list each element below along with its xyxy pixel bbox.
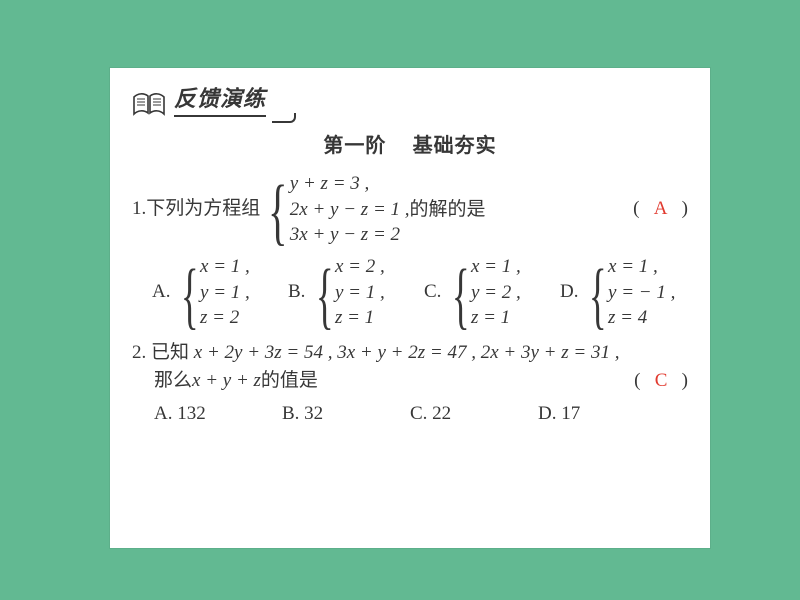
q2-line2a: 那么: [154, 367, 192, 396]
r2: y = 1 ,: [335, 280, 385, 306]
title-underline-tail: [272, 113, 296, 123]
paren-close: ): [682, 198, 688, 219]
q1-sys-tail: 的解的是: [410, 199, 486, 220]
choice-label: C.: [424, 278, 441, 307]
q1-sys-r1: y + z = 3 ,: [290, 171, 486, 197]
q2-line2-expr: x + y + z: [192, 367, 261, 396]
q1-choice-C: C. { x = 1 , y = 2 , z = 1: [424, 254, 560, 331]
left-brace-icon: {: [452, 259, 470, 333]
r2: y = − 1 ,: [608, 280, 675, 306]
q1-answer: A: [654, 198, 668, 219]
q1-choice-D: D. { x = 1 , y = − 1 , z = 4: [560, 254, 696, 331]
q2-line2: 那么 x + y + z 的值是 ( C ): [154, 367, 688, 396]
q2-choice-C: C. 22: [410, 400, 538, 429]
q2-line1a: 已知: [151, 342, 194, 363]
subtitle-left: 第一阶: [323, 135, 386, 157]
r1: x = 2 ,: [335, 254, 385, 280]
q2-line1: 2. 已知 x + 2y + 3z = 54 , 3x + y + 2z = 4…: [132, 339, 688, 368]
q2-line2b: 的值是: [261, 367, 318, 396]
paren-open: (: [633, 198, 639, 219]
q2-answer: C: [655, 370, 668, 391]
q2-answer-slot: ( C ): [634, 367, 688, 396]
q2-line1-expr: x + 2y + 3z = 54 , 3x + y + 2z = 47 , 2x…: [194, 342, 620, 363]
r2: y = 1 ,: [200, 280, 250, 306]
r3: z = 4: [608, 305, 675, 331]
left-brace-icon: {: [316, 259, 334, 333]
stage-subtitle: 第一阶 基础夯实: [132, 131, 688, 161]
q2-choices: A. 132 B. 32 C. 22 D. 17: [154, 400, 688, 429]
subtitle-right: 基础夯实: [413, 135, 497, 157]
q1-choice-A: A. { x = 1 , y = 1 , z = 2: [152, 254, 288, 331]
paren-close: ): [682, 370, 688, 391]
q1-choice-B: B. { x = 2 , y = 1 , z = 1: [288, 254, 424, 331]
question-1: 1. 下列为方程组 { y + z = 3 , 2x + y − z = 1 ,…: [132, 171, 688, 248]
q1-sys-r2: 2x + y − z = 1 ,: [290, 199, 410, 220]
left-brace-icon: {: [268, 175, 288, 252]
q1-choices: A. { x = 1 , y = 1 , z = 2 B. { x = 2 , …: [152, 254, 688, 331]
question-2: 2. 已知 x + 2y + 3z = 54 , 3x + y + 2z = 4…: [132, 339, 688, 429]
r3: z = 1: [335, 305, 385, 331]
r1: x = 1 ,: [608, 254, 675, 280]
r2: y = 2 ,: [471, 280, 521, 306]
q2-choice-B: B. 32: [282, 400, 410, 429]
q1-sys-r3: 3x + y − z = 2: [290, 222, 486, 248]
paren-open: (: [634, 370, 640, 391]
q2-label: 2.: [132, 342, 151, 363]
q2-choice-A: A. 132: [154, 400, 282, 429]
left-brace-icon: {: [181, 259, 199, 333]
r1: x = 1 ,: [200, 254, 250, 280]
choice-label: A.: [152, 278, 170, 307]
r3: z = 1: [471, 305, 521, 331]
choice-label: B.: [288, 278, 305, 307]
section-title: 反馈演练: [174, 82, 266, 117]
worksheet-card: 反馈演练 第一阶 基础夯实 1. 下列为方程组 { y + z = 3 , 2x…: [110, 68, 710, 548]
left-brace-icon: {: [589, 259, 607, 333]
choice-label: D.: [560, 278, 578, 307]
q1-lead: 下列为方程组: [146, 195, 260, 224]
open-book-icon: [132, 91, 166, 117]
q1-system: { y + z = 3 , 2x + y − z = 1 ,的解的是 3x + …: [260, 171, 485, 248]
q1-label: 1.: [132, 195, 146, 224]
q2-choice-D: D. 17: [538, 400, 666, 429]
section-header: 反馈演练: [132, 82, 688, 117]
r3: z = 2: [200, 305, 250, 331]
q1-answer-slot: ( A ): [633, 195, 688, 224]
r1: x = 1 ,: [471, 254, 521, 280]
